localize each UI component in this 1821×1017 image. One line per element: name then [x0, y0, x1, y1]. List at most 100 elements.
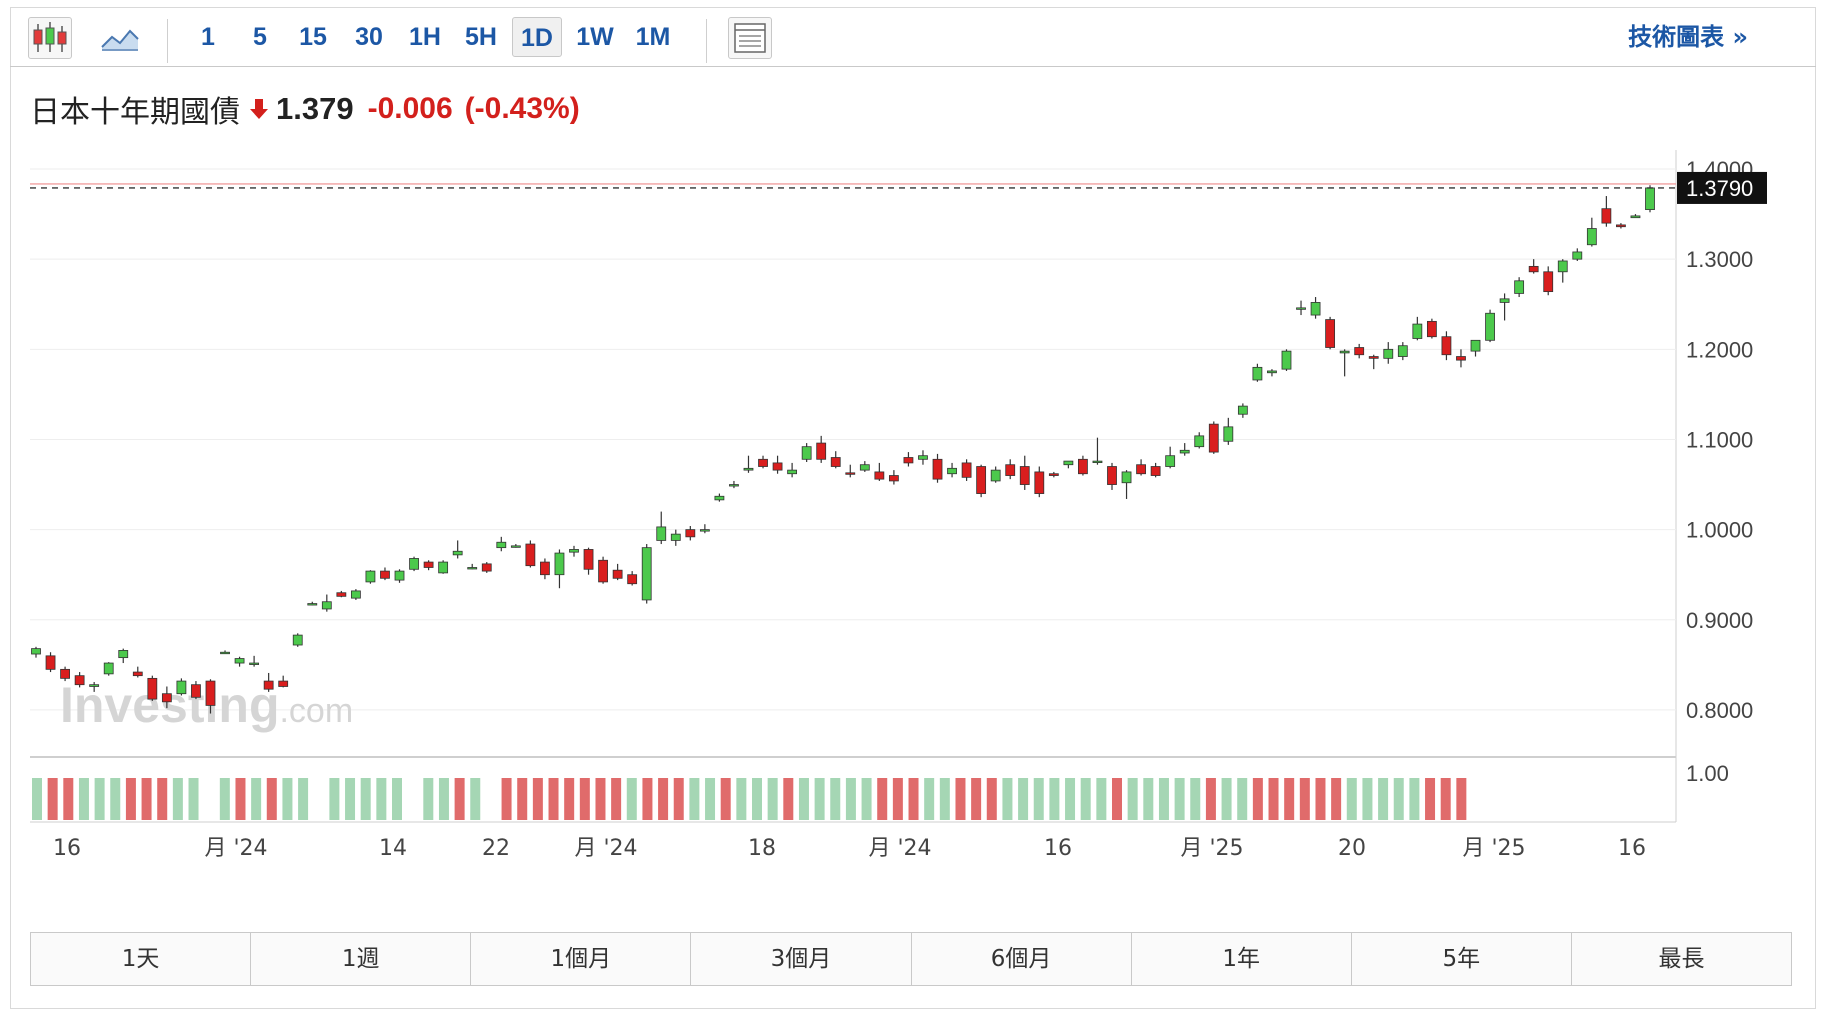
toolbar-divider — [167, 19, 168, 63]
candle-up — [234, 658, 245, 664]
current-price-badge — [1677, 171, 1767, 204]
candle-down — [1208, 423, 1219, 453]
volume-bar-down — [1268, 778, 1279, 820]
volume-bar-down — [955, 778, 966, 820]
candle-down — [976, 466, 987, 494]
candle-down — [74, 675, 85, 686]
x-tick-label: 18 — [748, 836, 776, 861]
candle-up — [1339, 350, 1350, 354]
candle-down — [772, 462, 783, 471]
candle-up — [554, 552, 565, 576]
interval-1d[interactable]: 1D — [512, 17, 562, 57]
volume-bar-up — [282, 778, 293, 820]
interval-1[interactable]: 1 — [201, 23, 215, 51]
y-tick-label: 1.0000 — [1686, 518, 1753, 543]
candle-up — [1194, 435, 1205, 448]
volume-bar-down — [658, 778, 669, 820]
volume-bar-up — [188, 778, 199, 820]
volume-bar-down — [454, 778, 465, 820]
volume-bar-up — [1127, 778, 1138, 820]
volume-bar-up — [1096, 778, 1107, 820]
interval-1w[interactable]: 1W — [576, 23, 614, 51]
range-1w[interactable]: 1週 — [251, 933, 472, 985]
volume-bar-down — [1205, 778, 1216, 820]
range-1m[interactable]: 1個月 — [471, 933, 692, 985]
candle-down — [147, 677, 158, 700]
range-3m[interactable]: 3個月 — [691, 933, 912, 985]
interval-15[interactable]: 15 — [299, 23, 327, 51]
interval-1h[interactable]: 1H — [409, 23, 441, 51]
volume-bar-up — [767, 778, 778, 820]
volume-bar-up — [845, 778, 856, 820]
candle-down — [874, 471, 885, 480]
y-tick-label: 1.2000 — [1686, 337, 1753, 362]
volume-bar-down — [720, 778, 731, 820]
volume-bar-down — [1331, 778, 1342, 820]
candle-up — [89, 684, 100, 687]
candle-down — [685, 529, 696, 538]
x-tick-label: 14 — [379, 836, 407, 861]
range-6m[interactable]: 6個月 — [911, 933, 1132, 985]
y-tick-label: 1.1000 — [1686, 427, 1753, 452]
volume-bar-up — [251, 778, 262, 820]
candle-up — [1485, 312, 1495, 341]
candle-up — [656, 526, 667, 541]
candle-up — [641, 547, 652, 601]
x-tick-label: 20 — [1338, 836, 1366, 861]
interval-5h[interactable]: 5H — [465, 23, 497, 51]
candle-down — [423, 561, 434, 568]
y-tick-label: 0.8000 — [1686, 698, 1753, 723]
candle-up — [743, 467, 754, 471]
candle-up — [1397, 345, 1408, 357]
instrument-name: 日本十年期國債 — [30, 95, 240, 130]
candle-up — [118, 650, 129, 659]
area-chart-icon[interactable] — [98, 17, 142, 59]
range-1y[interactable]: 1年 — [1131, 933, 1352, 985]
volume-bar-up — [298, 778, 309, 820]
candle-down — [1019, 466, 1030, 485]
range-5y[interactable]: 5年 — [1351, 933, 1572, 985]
volume-bar-up — [78, 778, 89, 820]
current-price-label: 1.3790 — [1686, 176, 1753, 201]
candle-up — [496, 541, 507, 549]
layout-icon[interactable] — [728, 17, 772, 59]
volume-bar-down — [235, 778, 246, 820]
candle-up — [1557, 260, 1568, 273]
range-max[interactable]: 最長 — [1571, 933, 1791, 985]
volume-bar-up — [1237, 778, 1248, 820]
candle-up — [1470, 339, 1481, 352]
candle-down — [540, 561, 550, 576]
volume-bar-down — [892, 778, 903, 820]
volume-bar-up — [1158, 778, 1169, 820]
candle-down — [1456, 356, 1466, 361]
candlestick-icon[interactable] — [28, 17, 72, 59]
range-1d[interactable]: 1天 — [31, 933, 252, 985]
candle-down — [1601, 208, 1612, 224]
candle-down — [1616, 224, 1626, 228]
volume-bar-down — [47, 778, 58, 820]
candle-down — [583, 549, 594, 570]
candle-down — [598, 559, 608, 583]
interval-5[interactable]: 5 — [253, 23, 267, 51]
candle-up — [1499, 298, 1510, 303]
candle-down — [380, 570, 390, 579]
volume-bar-down — [125, 778, 136, 820]
interval-1m[interactable]: 1M — [635, 23, 671, 51]
candle-down — [191, 684, 201, 698]
candle-up — [947, 467, 957, 475]
candle-down — [758, 458, 768, 467]
volume-bar-down — [673, 778, 684, 820]
candle-down — [161, 693, 172, 703]
interval-30[interactable]: 30 — [355, 23, 383, 51]
volume-bar-down — [642, 778, 653, 820]
volume-bar-down — [611, 778, 622, 820]
volume-bar-up — [1221, 778, 1232, 820]
candle-down — [336, 592, 347, 597]
candle-down — [961, 462, 972, 478]
volume-bar-up — [814, 778, 825, 820]
volume-bar-down — [579, 778, 590, 820]
volume-bar-up — [752, 778, 762, 820]
technical-chart-link[interactable]: 技術圖表 » — [1628, 23, 1748, 51]
last-price: 1.379 — [276, 91, 354, 126]
